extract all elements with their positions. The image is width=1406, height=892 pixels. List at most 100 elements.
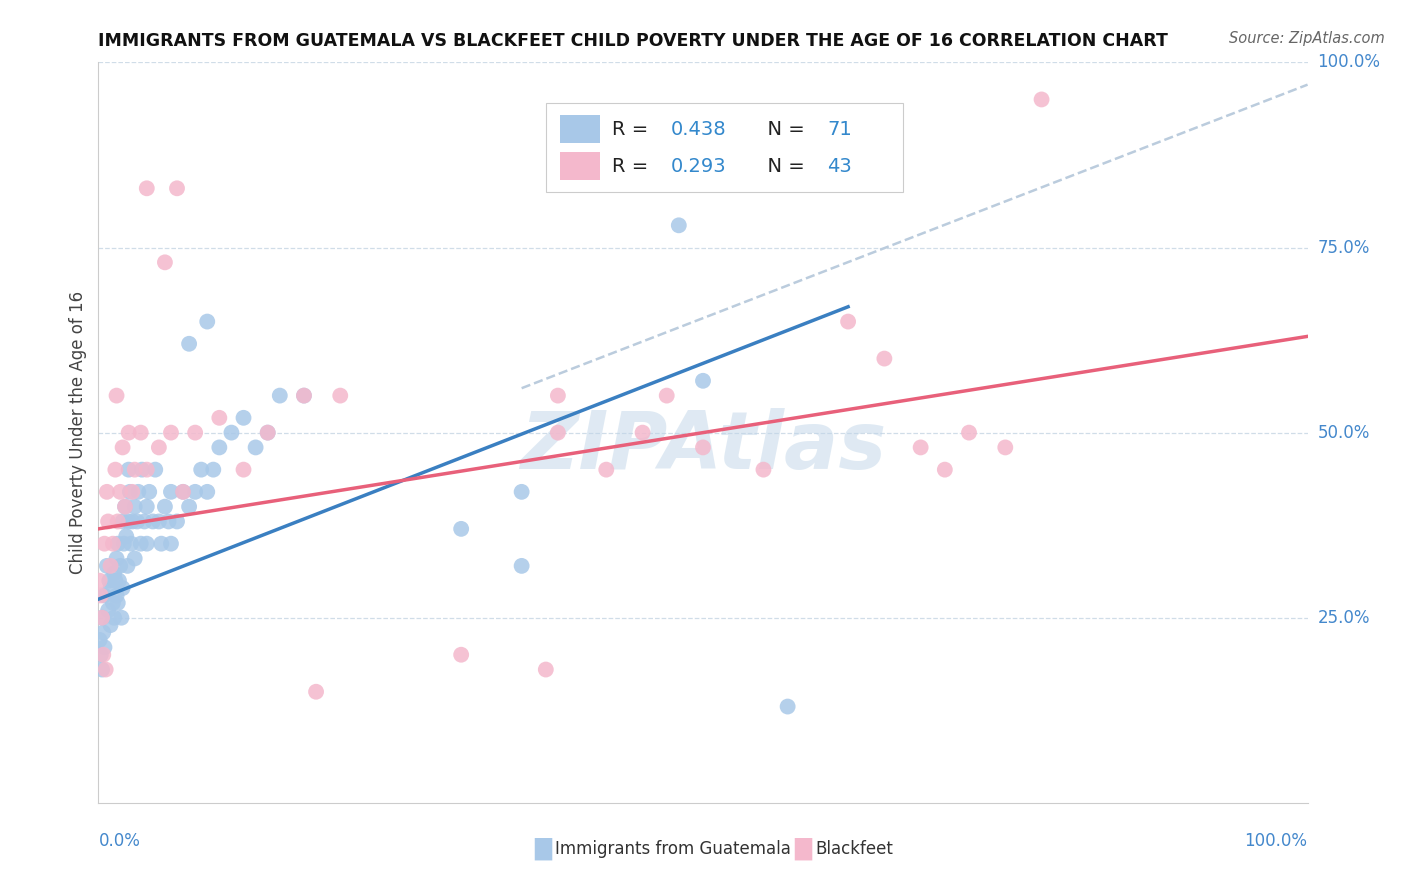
- Point: [148, 441, 170, 455]
- Point: [105, 388, 128, 402]
- Point: [547, 425, 569, 440]
- FancyBboxPatch shape: [561, 115, 600, 143]
- Point: [91, 625, 114, 640]
- Text: 100.0%: 100.0%: [1244, 832, 1308, 850]
- Point: [160, 536, 183, 550]
- Point: [195, 484, 218, 499]
- Point: [114, 500, 136, 514]
- Point: [96, 484, 118, 499]
- Point: [134, 515, 156, 529]
- Point: [450, 522, 472, 536]
- Point: [232, 410, 254, 425]
- Point: [232, 462, 254, 476]
- Point: [166, 181, 188, 195]
- Point: [108, 558, 131, 573]
- Point: [957, 425, 980, 440]
- Point: [103, 610, 125, 624]
- Point: [104, 574, 127, 588]
- Point: [910, 441, 932, 455]
- Point: [179, 500, 201, 514]
- Text: Source: ZipAtlas.com: Source: ZipAtlas.com: [1229, 31, 1385, 46]
- Point: [96, 558, 118, 573]
- Point: [107, 515, 129, 529]
- Point: [329, 388, 352, 402]
- Point: [91, 648, 114, 662]
- Point: [124, 500, 146, 514]
- Point: [105, 551, 128, 566]
- Point: [107, 596, 129, 610]
- Point: [148, 515, 170, 529]
- Point: [101, 536, 124, 550]
- Point: [129, 536, 152, 550]
- Point: [195, 314, 218, 328]
- Point: [208, 441, 231, 455]
- Text: Blackfeet: Blackfeet: [815, 840, 893, 858]
- FancyBboxPatch shape: [546, 103, 903, 192]
- Point: [190, 462, 212, 476]
- Text: █: █: [534, 838, 551, 861]
- Point: [103, 566, 125, 581]
- Text: IMMIGRANTS FROM GUATEMALA VS BLACKFEET CHILD POVERTY UNDER THE AGE OF 16 CORRELA: IMMIGRANTS FROM GUATEMALA VS BLACKFEET C…: [98, 32, 1168, 50]
- Text: 71: 71: [828, 120, 852, 138]
- Point: [873, 351, 896, 366]
- Point: [131, 462, 153, 476]
- Point: [97, 603, 120, 617]
- Point: [90, 589, 112, 603]
- Point: [153, 255, 176, 269]
- Point: [104, 462, 127, 476]
- Point: [172, 484, 194, 499]
- Point: [124, 462, 146, 476]
- Point: [100, 618, 122, 632]
- Point: [837, 314, 859, 328]
- Point: [127, 515, 149, 529]
- Text: 43: 43: [828, 157, 852, 176]
- Point: [934, 462, 956, 476]
- Point: [135, 500, 157, 514]
- Text: Immigrants from Guatemala: Immigrants from Guatemala: [555, 840, 792, 858]
- Point: [752, 462, 775, 476]
- Point: [91, 610, 114, 624]
- Text: 25.0%: 25.0%: [1317, 608, 1369, 627]
- Point: [221, 425, 243, 440]
- Point: [118, 484, 141, 499]
- Point: [138, 484, 160, 499]
- Point: [100, 581, 122, 595]
- Point: [692, 374, 714, 388]
- Text: 75.0%: 75.0%: [1317, 238, 1369, 257]
- Point: [179, 336, 201, 351]
- Point: [166, 515, 188, 529]
- Point: [112, 536, 135, 550]
- Point: [121, 484, 143, 499]
- Point: [93, 536, 115, 550]
- Point: [110, 610, 132, 624]
- Point: [129, 425, 152, 440]
- FancyBboxPatch shape: [561, 152, 600, 180]
- Y-axis label: Child Poverty Under the Age of 16: Child Poverty Under the Age of 16: [69, 291, 87, 574]
- Point: [292, 388, 315, 402]
- Point: [114, 500, 136, 514]
- Point: [121, 515, 143, 529]
- Point: [202, 462, 225, 476]
- Point: [98, 574, 121, 588]
- Point: [184, 425, 207, 440]
- Point: [100, 558, 122, 573]
- Point: [153, 500, 176, 514]
- Point: [111, 441, 134, 455]
- Point: [269, 388, 291, 402]
- Text: ZIPAtlas: ZIPAtlas: [520, 409, 886, 486]
- Point: [124, 551, 146, 566]
- Point: [89, 574, 111, 588]
- Point: [118, 515, 141, 529]
- Text: 0.293: 0.293: [671, 157, 725, 176]
- Point: [305, 685, 328, 699]
- Point: [160, 425, 183, 440]
- Point: [631, 425, 654, 440]
- Point: [97, 515, 120, 529]
- Point: [117, 558, 139, 573]
- Point: [292, 388, 315, 402]
- Point: [107, 536, 129, 550]
- Point: [157, 515, 180, 529]
- Point: [547, 388, 569, 402]
- Text: █: █: [794, 838, 811, 861]
- Point: [94, 663, 117, 677]
